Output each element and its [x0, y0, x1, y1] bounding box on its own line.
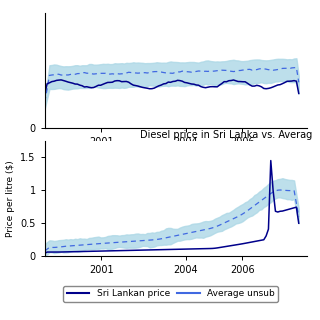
Text: Price per litre ($): Price per litre ($): [6, 160, 15, 237]
Text: Diesel price in Sri Lanka vs. Averag: Diesel price in Sri Lanka vs. Averag: [140, 130, 312, 140]
Legend: Sri Lankan price, Average unsub: Sri Lankan price, Average unsub: [63, 286, 278, 302]
